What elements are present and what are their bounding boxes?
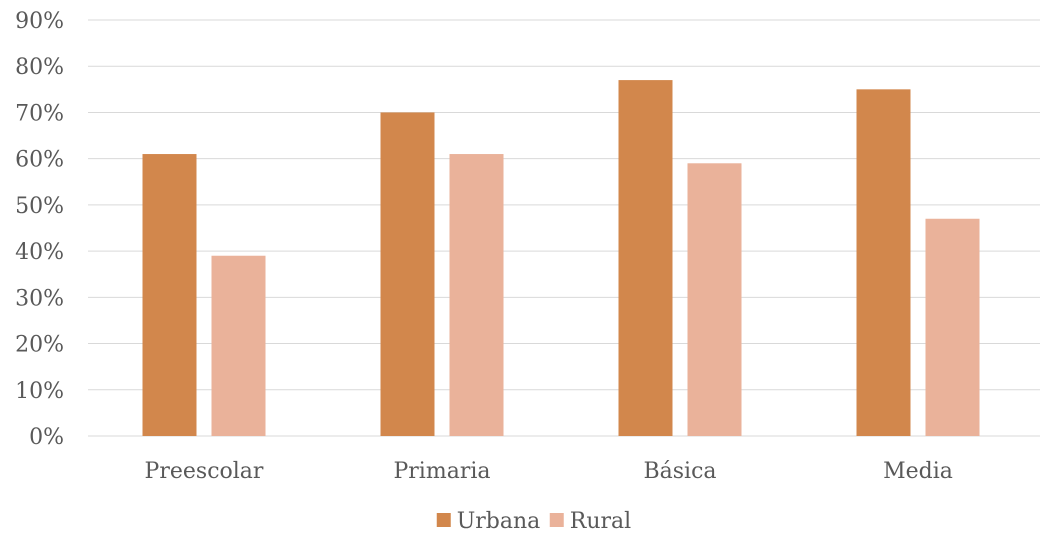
x-tick-label: Primaria (393, 459, 490, 484)
legend-label-urbana: Urbana (457, 509, 541, 534)
bar-rural-básica (687, 163, 742, 437)
x-tick-label: Preescolar (145, 459, 264, 484)
y-tick-label: 60% (15, 148, 64, 173)
bar-urbana-preescolar (142, 154, 197, 437)
y-axis-ticks: 0% 10% 20% 30% 40% 50% 60% 70% 80% 90% (15, 9, 64, 450)
bars (142, 80, 980, 437)
bar-rural-primaria (449, 154, 504, 437)
bar-urbana-primaria (380, 112, 435, 436)
y-tick-label: 10% (15, 379, 64, 404)
y-tick-label: 70% (15, 101, 64, 126)
bar-urbana-básica (618, 80, 673, 436)
y-tick-label: 50% (15, 194, 64, 219)
x-tick-label: Básica (643, 459, 716, 484)
y-tick-label: 20% (15, 333, 64, 358)
bar-urbana-media (856, 89, 911, 436)
y-tick-label: 80% (15, 55, 64, 80)
legend-swatch-rural (549, 513, 564, 527)
x-tick-label: Media (883, 459, 953, 484)
y-tick-label: 40% (15, 240, 64, 265)
y-tick-label: 90% (15, 9, 64, 34)
bar-rural-media (925, 218, 980, 436)
x-axis-ticks: Preescolar Primaria Básica Media (145, 459, 953, 484)
legend: Urbana Rural (436, 509, 631, 534)
y-tick-label: 0% (29, 425, 64, 450)
legend-label-rural: Rural (570, 509, 631, 534)
bar-rural-preescolar (211, 255, 266, 436)
y-tick-label: 30% (15, 286, 64, 311)
legend-swatch-urbana (436, 513, 451, 527)
